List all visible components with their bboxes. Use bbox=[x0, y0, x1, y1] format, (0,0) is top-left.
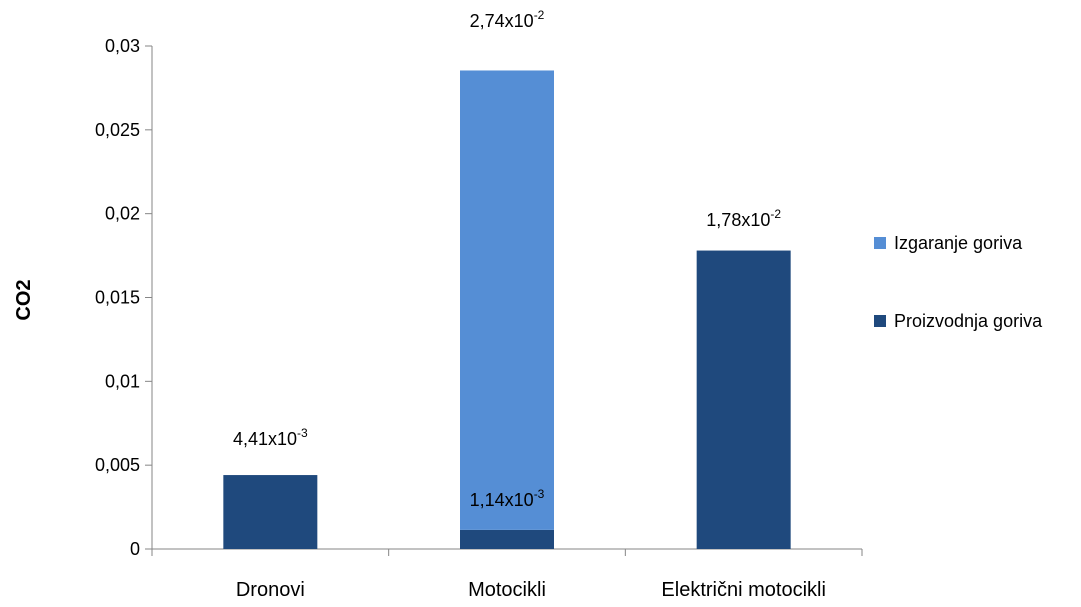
legend-swatch bbox=[874, 315, 886, 327]
data-label: 4,41x10-3 bbox=[233, 426, 308, 449]
data-label: 1,78x10-2 bbox=[706, 207, 781, 230]
category-label: Električni motocikli bbox=[661, 579, 825, 601]
y-tick-label: 0,02 bbox=[105, 204, 140, 224]
y-tick-label: 0,01 bbox=[105, 371, 140, 391]
data-label: 1,14x10-3 bbox=[470, 487, 545, 510]
legend-swatch bbox=[874, 237, 886, 249]
bar-proizvodnja-goriva bbox=[696, 250, 791, 549]
y-tick-label: 0,015 bbox=[95, 288, 140, 308]
category-label: Motocikli bbox=[468, 579, 546, 601]
y-tick-label: 0,025 bbox=[95, 120, 140, 140]
category-label: Dronovi bbox=[236, 579, 305, 601]
legend-label: Proizvodnja goriva bbox=[894, 311, 1043, 331]
y-tick-label: 0,03 bbox=[105, 36, 140, 56]
data-label: 2,74x10-2 bbox=[470, 8, 545, 31]
bar-proizvodnja-goriva bbox=[460, 529, 554, 549]
category-labels: Dronovi Motocikli Električni motocikli bbox=[236, 579, 826, 601]
legend-label: Izgaranje goriva bbox=[894, 233, 1023, 253]
bar-izgaranje-goriva bbox=[460, 70, 554, 530]
data-labels: 4,41x10-3 1,14x10-3 2,74x10-2 1,78x10-2 bbox=[233, 8, 781, 510]
y-axis-title: CO2 bbox=[13, 279, 35, 320]
legend: Izgaranje goriva Proizvodnja goriva bbox=[874, 233, 1043, 331]
bars bbox=[223, 70, 791, 549]
y-tick-label: 0 bbox=[130, 539, 140, 559]
y-ticks: 0 0,005 0,01 0,015 0,02 0,025 0,03 bbox=[95, 36, 152, 559]
bar-proizvodnja-goriva bbox=[223, 475, 318, 549]
y-tick-label: 0,005 bbox=[95, 455, 140, 475]
